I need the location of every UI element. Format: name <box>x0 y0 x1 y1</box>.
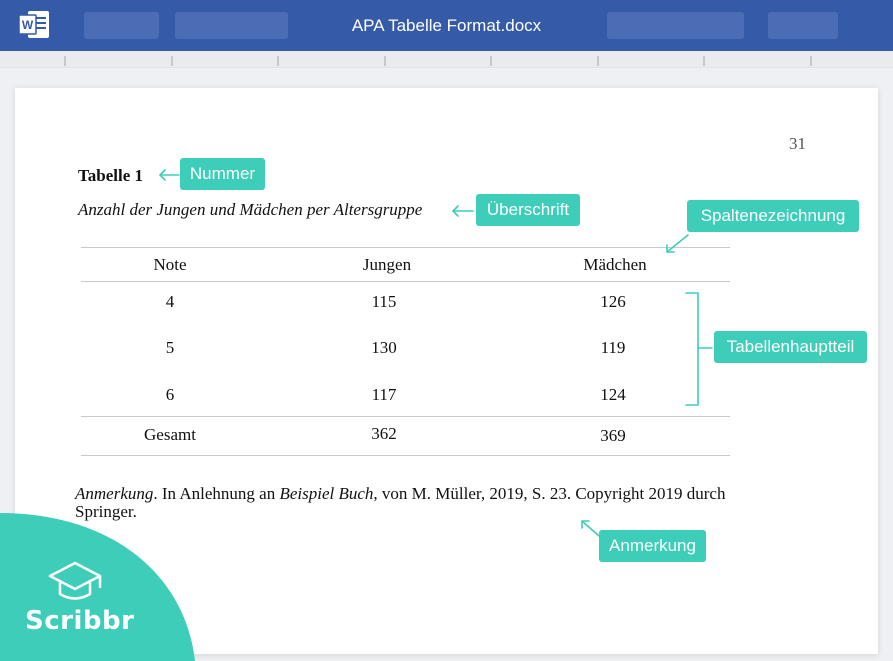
toolbar-placeholder-1[interactable] <box>84 12 159 39</box>
ruler-tick <box>64 56 66 66</box>
toolbar-placeholder-4[interactable] <box>768 12 838 39</box>
table-header-rule <box>81 281 730 282</box>
table-bottom-rule <box>81 455 730 456</box>
table-top-rule <box>81 247 730 248</box>
arrow-spalten-icon <box>666 234 689 253</box>
note-text-2: , von M. Müller, 2019, S. 23. Copyright … <box>75 484 726 521</box>
arrow-anmerkung-icon <box>581 520 600 537</box>
table-cell: 6 <box>165 385 175 404</box>
column-header-jungen: Jungen <box>362 255 412 274</box>
table-cell: 117 <box>371 385 397 404</box>
total-jungen: 362 <box>371 424 397 443</box>
total-label: Gesamt <box>144 425 196 444</box>
column-header-maedchen: Mädchen <box>583 255 647 274</box>
table-cell: 130 <box>371 338 397 357</box>
toolbar-placeholder-2[interactable] <box>175 12 288 39</box>
ruler-tick <box>384 56 386 66</box>
table-cell: 4 <box>165 292 175 311</box>
table-cell: 124 <box>600 385 626 404</box>
annotation-nummer: Nummer <box>180 158 265 190</box>
ruler-tick <box>597 56 599 66</box>
page-number: 31 <box>789 134 806 153</box>
note-book-title: Beispiel Buch <box>279 484 374 503</box>
toolbar-placeholder-3[interactable] <box>607 12 744 39</box>
table-note: Anmerkung. In Anlehnung an Beispiel Buch… <box>75 485 755 521</box>
ruler-tick <box>810 56 812 66</box>
table-number: Tabelle 1 <box>78 166 144 185</box>
ruler-tick <box>171 56 173 66</box>
graduation-cap-icon <box>48 561 102 600</box>
table-cell: 5 <box>165 338 175 357</box>
title-bar: W APA Tabelle Format.docx <box>0 0 893 51</box>
word-icon[interactable]: W <box>19 10 50 39</box>
table-cell: 126 <box>600 292 626 311</box>
annotation-tabellenhauptteil: Tabellenhauptteil <box>714 331 867 363</box>
bracket-tabellenhauptteil-icon <box>685 292 713 406</box>
annotation-anmerkung: Anmerkung <box>599 530 706 562</box>
ruler-tick <box>490 56 492 66</box>
total-maedchen: 369 <box>600 426 626 445</box>
brand-name: Scribbr <box>25 606 135 636</box>
table-body-rule <box>81 416 730 417</box>
document-title: APA Tabelle Format.docx <box>351 16 542 35</box>
annotation-ueberschrift: Überschrift <box>476 194 580 226</box>
ruler-tick <box>277 56 279 66</box>
note-lead: Anmerkung <box>75 484 154 503</box>
arrow-nummer-icon <box>159 169 180 181</box>
note-text-1: . In Anlehnung an <box>153 484 280 503</box>
arrow-ueberschrift-icon <box>452 205 474 217</box>
table-cell: 119 <box>600 338 626 357</box>
brand-badge <box>0 513 195 661</box>
svg-text:W: W <box>22 18 34 32</box>
table-title: Anzahl der Jungen und Mädchen per Alters… <box>78 200 423 219</box>
ruler-tick <box>703 56 705 66</box>
annotation-spaltenbezeichnung: Spaltenezeichnung <box>687 200 859 232</box>
table-cell: 115 <box>371 292 397 311</box>
document-page[interactable] <box>15 88 878 654</box>
ruler <box>0 51 893 68</box>
column-header-note: Note <box>153 255 187 274</box>
